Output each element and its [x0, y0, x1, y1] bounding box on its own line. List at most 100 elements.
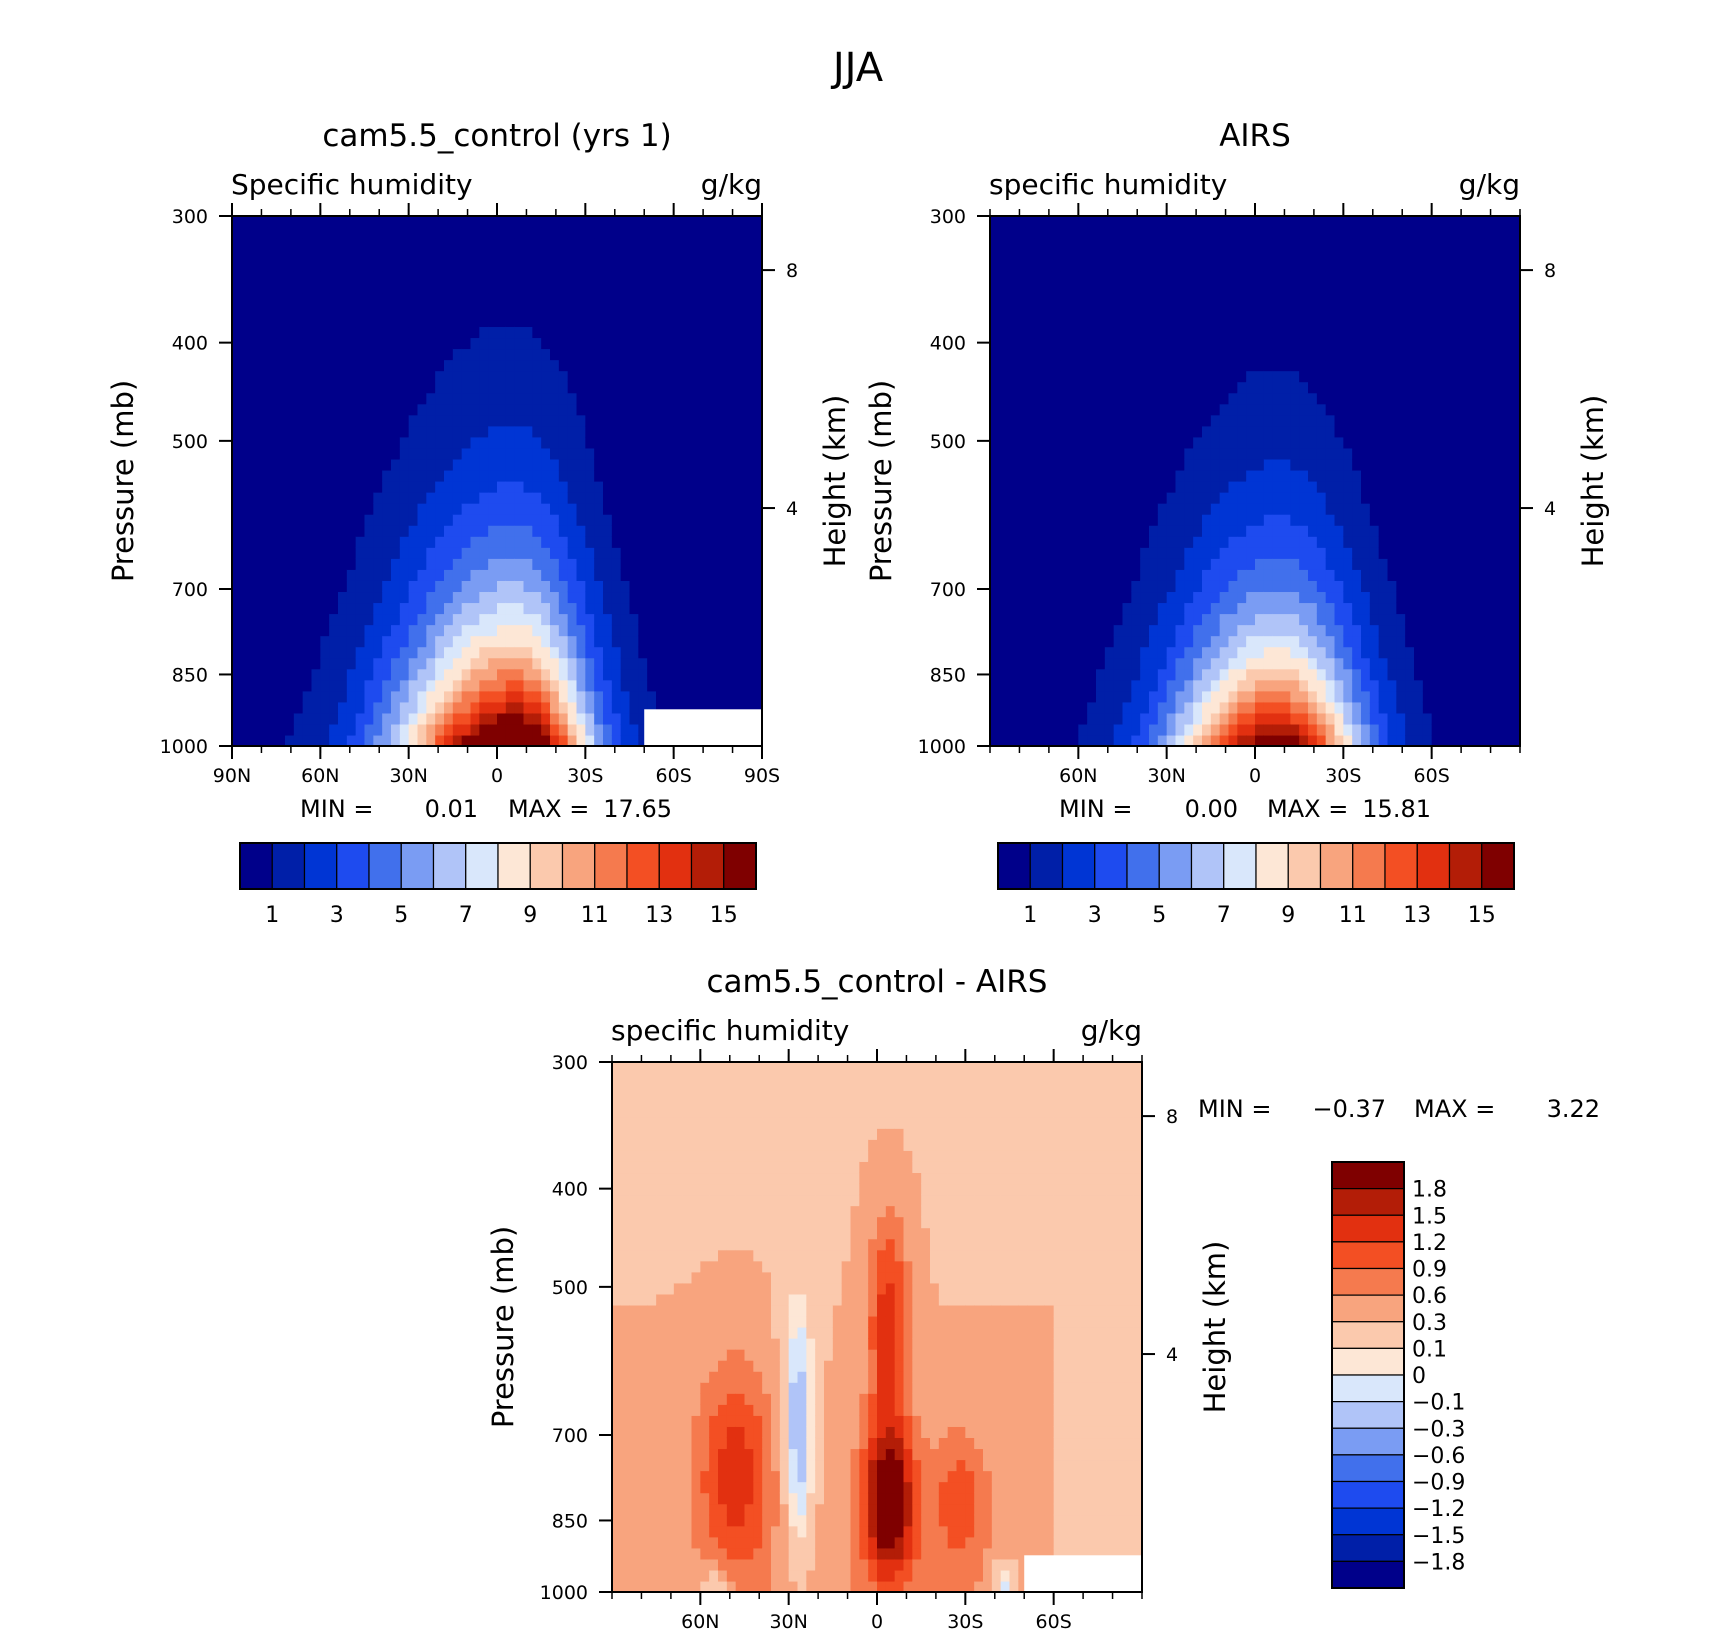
contour-cell	[232, 359, 242, 372]
contour-cell	[285, 734, 295, 747]
contour-cell	[346, 447, 357, 460]
contour-cell	[1051, 381, 1062, 394]
contour-cell	[382, 359, 392, 372]
contour-cell	[426, 447, 436, 460]
contour-cell	[329, 679, 339, 692]
contour-cell	[258, 370, 268, 383]
contour-cell	[399, 326, 410, 339]
contour-cell	[620, 392, 631, 405]
contour-cell	[629, 635, 639, 648]
contour-cell	[391, 304, 401, 316]
contour-cell	[629, 525, 639, 537]
contour-cell	[1104, 690, 1115, 703]
contour-cell	[735, 238, 745, 250]
contour-cell	[1193, 690, 1203, 703]
contour-cell	[1343, 635, 1353, 648]
contour-cell	[620, 326, 631, 339]
contour-cell	[990, 580, 1000, 593]
contour-cell	[364, 690, 374, 703]
contour-cell	[1034, 469, 1044, 482]
contour-cell	[320, 569, 330, 581]
contour-cell	[1299, 525, 1309, 537]
contour-cell	[1343, 271, 1353, 283]
contour-cell	[567, 690, 578, 703]
contour-cell	[1025, 525, 1035, 537]
contour-cell	[426, 668, 436, 681]
contour-cell	[576, 216, 586, 228]
contour-cell	[664, 458, 675, 471]
colorbar-box	[658, 842, 693, 890]
contour-cell	[1193, 315, 1203, 328]
contour-cell	[1202, 359, 1212, 372]
contour-cell	[435, 624, 445, 637]
contour-cell	[355, 359, 366, 372]
contour-cell	[329, 304, 339, 316]
contour-cell	[391, 249, 401, 261]
contour-cell	[426, 646, 436, 659]
contour-cell	[1290, 458, 1300, 471]
contour-cell	[240, 492, 251, 504]
contour-cell	[1034, 536, 1044, 548]
contour-cell	[664, 547, 675, 559]
contour-cell	[1140, 370, 1150, 383]
contour-cell	[1202, 238, 1212, 250]
contour-cell	[1087, 227, 1097, 239]
contour-cell	[1043, 514, 1053, 526]
contour-cell	[1166, 525, 1177, 537]
contour-cell	[664, 260, 675, 272]
contour-cell	[364, 613, 374, 626]
contour-cell	[1166, 293, 1177, 305]
contour-cell	[1263, 458, 1274, 471]
contour-cell	[647, 282, 657, 294]
contour-cell	[1069, 679, 1079, 692]
contour-cell	[1246, 668, 1256, 681]
contour-cell	[1246, 370, 1256, 383]
contour-cell	[611, 690, 622, 703]
contour-cell	[1316, 447, 1327, 460]
contour-cell	[417, 481, 427, 493]
contour-cell	[1096, 580, 1106, 593]
contour-cell	[620, 712, 631, 725]
contour-cell	[1228, 646, 1238, 659]
contour-cell	[461, 657, 472, 670]
contour-cell	[998, 216, 1009, 228]
contour-cell	[1308, 613, 1318, 626]
contour-cell	[726, 657, 737, 670]
contour-cell	[1175, 315, 1185, 328]
contour-cell	[1157, 227, 1168, 239]
contour-cell	[417, 458, 427, 471]
contour-cell	[1299, 425, 1309, 438]
contour-cell	[620, 315, 631, 328]
contour-cell	[1157, 315, 1168, 328]
contour-cell	[461, 414, 472, 427]
contour-cell	[1007, 690, 1018, 703]
contour-cell	[373, 293, 383, 305]
contour-cell	[1210, 569, 1221, 581]
contour-cell	[267, 304, 277, 316]
contour-cell	[408, 403, 419, 416]
contour-cell	[1237, 624, 1247, 637]
contour-cell	[1051, 580, 1062, 593]
contour-cell	[532, 238, 542, 250]
contour-cell	[717, 381, 728, 394]
contour-cell	[726, 646, 737, 659]
contour-cell	[1281, 646, 1291, 659]
contour-cell	[576, 359, 586, 372]
contour-cell	[293, 580, 304, 593]
contour-cell	[717, 359, 728, 372]
contour-cell	[1334, 690, 1344, 703]
contour-cell	[338, 657, 348, 670]
contour-cell	[1325, 370, 1336, 383]
contour-cell	[990, 238, 1000, 250]
contour-cell	[620, 492, 631, 504]
contour-cell	[364, 712, 374, 725]
contour-cell	[576, 403, 586, 416]
contour-cell	[1087, 558, 1097, 570]
contour-cell	[576, 635, 586, 648]
contour-cell	[1166, 425, 1177, 438]
contour-cell	[753, 492, 763, 504]
contour-cell	[1122, 469, 1132, 482]
contour-cell	[479, 624, 489, 637]
contour-cell	[1308, 271, 1318, 283]
contour-cell	[240, 304, 251, 316]
